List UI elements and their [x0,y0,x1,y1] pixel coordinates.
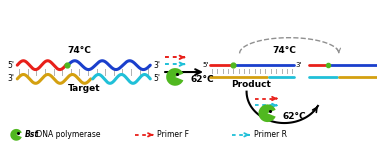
Text: 74°C: 74°C [273,46,296,55]
Text: 5': 5' [203,62,209,68]
Text: 5': 5' [8,61,15,70]
Text: Primer R: Primer R [254,130,287,139]
Text: 62°C: 62°C [282,112,306,121]
Text: Product: Product [232,80,271,89]
Wedge shape [259,104,276,122]
Text: DNA polymerase: DNA polymerase [34,130,101,139]
Wedge shape [166,68,183,86]
Wedge shape [10,129,22,141]
Text: 74°C: 74°C [67,46,91,55]
Text: 5': 5' [154,74,161,83]
Text: 3': 3' [154,61,161,70]
Text: Primer F: Primer F [157,130,189,139]
Text: 3': 3' [295,62,301,68]
Text: Target: Target [67,84,100,93]
Text: Bst: Bst [25,130,39,139]
Text: 62°C: 62°C [191,75,215,84]
Text: 3': 3' [8,74,15,83]
